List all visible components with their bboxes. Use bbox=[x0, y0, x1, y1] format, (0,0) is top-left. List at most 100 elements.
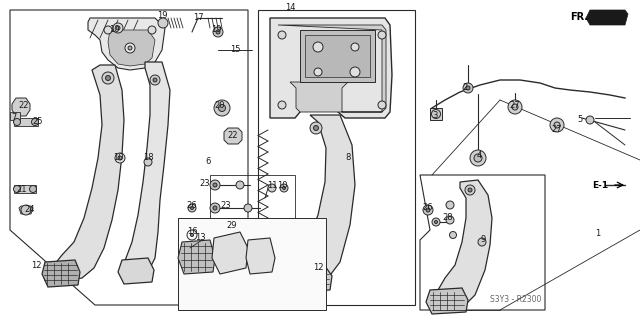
Text: 27: 27 bbox=[552, 125, 563, 135]
Text: 14: 14 bbox=[285, 4, 295, 12]
Polygon shape bbox=[19, 206, 33, 214]
Circle shape bbox=[188, 204, 196, 212]
Circle shape bbox=[314, 68, 322, 76]
Text: 3: 3 bbox=[432, 110, 438, 120]
Polygon shape bbox=[294, 115, 355, 286]
Text: 16: 16 bbox=[187, 227, 197, 236]
Circle shape bbox=[512, 104, 518, 110]
Circle shape bbox=[282, 187, 285, 189]
Circle shape bbox=[213, 206, 217, 210]
Circle shape bbox=[150, 75, 160, 85]
Polygon shape bbox=[282, 266, 332, 292]
Text: 28: 28 bbox=[443, 213, 453, 222]
Text: 5: 5 bbox=[577, 115, 582, 124]
Circle shape bbox=[244, 204, 252, 212]
Circle shape bbox=[314, 125, 319, 130]
Text: 18: 18 bbox=[143, 153, 154, 162]
Circle shape bbox=[113, 23, 123, 33]
Polygon shape bbox=[12, 98, 30, 116]
Polygon shape bbox=[118, 258, 154, 284]
Circle shape bbox=[116, 26, 120, 30]
Text: 12: 12 bbox=[31, 261, 41, 270]
Text: 25: 25 bbox=[33, 117, 44, 127]
Text: E-1: E-1 bbox=[592, 181, 608, 189]
Text: 23: 23 bbox=[221, 201, 231, 210]
Circle shape bbox=[213, 183, 217, 187]
Circle shape bbox=[13, 186, 20, 192]
Circle shape bbox=[280, 184, 288, 192]
Circle shape bbox=[118, 156, 122, 160]
Circle shape bbox=[449, 232, 456, 239]
Text: 1: 1 bbox=[595, 228, 600, 238]
Circle shape bbox=[115, 153, 125, 163]
Polygon shape bbox=[42, 260, 80, 287]
Circle shape bbox=[350, 67, 360, 77]
Text: 29: 29 bbox=[227, 220, 237, 229]
Polygon shape bbox=[224, 128, 242, 144]
Text: 27: 27 bbox=[509, 100, 520, 109]
Bar bbox=[300, 30, 375, 82]
Text: 19: 19 bbox=[157, 11, 167, 19]
Circle shape bbox=[144, 158, 152, 166]
Bar bbox=[178, 218, 326, 310]
Circle shape bbox=[13, 118, 20, 125]
Circle shape bbox=[426, 208, 430, 212]
Circle shape bbox=[474, 154, 482, 162]
Circle shape bbox=[278, 31, 286, 39]
Text: 4: 4 bbox=[476, 151, 482, 160]
Text: 6: 6 bbox=[205, 158, 211, 167]
Circle shape bbox=[446, 201, 454, 209]
Bar bbox=[10, 112, 20, 120]
Circle shape bbox=[21, 205, 31, 215]
Text: 9: 9 bbox=[481, 235, 486, 244]
Text: 21: 21 bbox=[17, 186, 28, 195]
Circle shape bbox=[218, 105, 225, 112]
Text: 26: 26 bbox=[422, 204, 433, 212]
Circle shape bbox=[470, 150, 486, 166]
Polygon shape bbox=[278, 25, 386, 112]
Circle shape bbox=[378, 101, 386, 109]
Text: 20: 20 bbox=[215, 100, 225, 109]
Circle shape bbox=[102, 72, 114, 84]
Polygon shape bbox=[212, 232, 248, 274]
Bar bbox=[14, 118, 38, 126]
Text: 10: 10 bbox=[109, 26, 119, 34]
Text: 12: 12 bbox=[313, 263, 323, 272]
Circle shape bbox=[268, 184, 276, 192]
Circle shape bbox=[468, 188, 472, 192]
Circle shape bbox=[446, 216, 454, 224]
Circle shape bbox=[554, 122, 560, 128]
Circle shape bbox=[435, 220, 438, 224]
Circle shape bbox=[213, 27, 223, 37]
Bar bbox=[305, 35, 370, 77]
Polygon shape bbox=[108, 30, 155, 66]
Circle shape bbox=[378, 31, 386, 39]
Circle shape bbox=[466, 86, 470, 90]
Polygon shape bbox=[426, 288, 468, 314]
Circle shape bbox=[153, 78, 157, 82]
Circle shape bbox=[465, 185, 475, 195]
Circle shape bbox=[313, 42, 323, 52]
Circle shape bbox=[31, 118, 38, 125]
Circle shape bbox=[431, 109, 440, 118]
Circle shape bbox=[478, 238, 486, 246]
Polygon shape bbox=[178, 240, 215, 274]
Circle shape bbox=[351, 43, 359, 51]
Circle shape bbox=[550, 118, 564, 132]
Circle shape bbox=[29, 186, 36, 192]
Text: 15: 15 bbox=[230, 46, 240, 55]
Bar bbox=[430, 108, 442, 120]
Circle shape bbox=[191, 206, 193, 210]
Text: 11: 11 bbox=[267, 182, 277, 190]
Polygon shape bbox=[270, 18, 392, 118]
Circle shape bbox=[432, 218, 440, 226]
Text: 8: 8 bbox=[346, 153, 351, 162]
Circle shape bbox=[586, 116, 594, 124]
Polygon shape bbox=[54, 65, 124, 280]
Text: 19: 19 bbox=[211, 26, 221, 34]
Bar bbox=[14, 185, 36, 193]
Polygon shape bbox=[438, 180, 492, 308]
Polygon shape bbox=[88, 18, 165, 70]
Circle shape bbox=[104, 26, 112, 34]
Text: 26: 26 bbox=[187, 201, 197, 210]
